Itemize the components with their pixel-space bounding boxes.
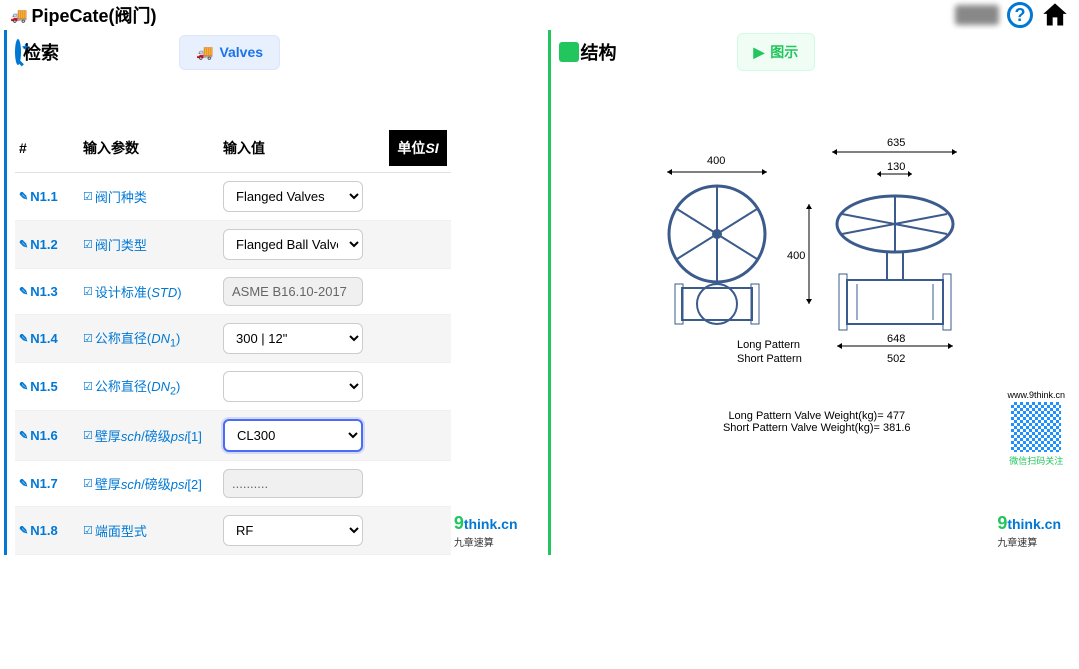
qr-url: www.9think.cn (1007, 390, 1065, 400)
structure-panel: 结构 ▶ 图示 400 635 130 400 (548, 30, 1076, 555)
col-unit[interactable]: 单位SI (389, 130, 447, 166)
row-value: Flanged Valves (223, 181, 447, 212)
edit-icon[interactable]: ✎ (19, 190, 28, 203)
search-panel: + 检索 🚚 Valves # 输入参数 输入值 单位SI ✎N1.1☑阀门种类… (4, 30, 532, 555)
select-N1.5[interactable] (223, 371, 363, 402)
check-icon: ☑ (83, 190, 93, 203)
table-row: ✎N1.3☑设计标准(STD) (15, 269, 451, 315)
select-N1.8[interactable]: RF (223, 515, 363, 546)
row-name: ☑公称直径(DN1) (83, 328, 223, 350)
row-name: ☑阀门种类 (83, 187, 223, 206)
param-table: # 输入参数 输入值 单位SI ✎N1.1☑阀门种类Flanged Valves… (15, 124, 451, 555)
select-N1.6[interactable]: CL300 (223, 419, 363, 452)
edit-icon[interactable]: ✎ (19, 285, 28, 298)
row-name: ☑壁厚sch/磅级psi[1] (83, 426, 223, 445)
check-icon: ☑ (83, 429, 93, 442)
row-id: ✎N1.2 (19, 237, 83, 252)
row-value: RF (223, 515, 447, 546)
truck-icon: 🚚 (196, 44, 213, 61)
truck-icon: 🚚 (10, 7, 27, 24)
row-id: ✎N1.8 (19, 523, 83, 538)
dim-400: 400 (707, 155, 725, 167)
col-id: # (19, 140, 83, 156)
row-name: ☑阀门类型 (83, 235, 223, 254)
row-name: ☑壁厚sch/磅级psi[2] (83, 474, 223, 493)
dim-130: 130 (887, 161, 905, 173)
search-panel-title: + 检索 (15, 39, 59, 65)
select-N1.2[interactable]: Flanged Ball Valve (223, 229, 363, 260)
page-title: 🚚 PipeCate(阀门) (10, 2, 156, 28)
row-name: ☑公称直径(DN2) (83, 376, 223, 398)
readonly-field (223, 469, 363, 498)
table-row: ✎N1.5☑公称直径(DN2) (15, 363, 451, 411)
row-name: ☑端面型式 (83, 521, 223, 540)
table-row: ✎N1.1☑阀门种类Flanged Valves (15, 173, 451, 221)
check-icon: ☑ (83, 238, 93, 251)
row-value (223, 371, 447, 402)
row-value (223, 277, 447, 306)
table-row: ✎N1.7☑壁厚sch/磅级psi[2] (15, 461, 451, 507)
check-icon: ☑ (83, 524, 93, 537)
qr-area: www.9think.cn 微信扫码关注 (1007, 390, 1065, 467)
row-name: ☑设计标准(STD) (83, 282, 223, 301)
row-value: 300 | 12" (223, 323, 447, 354)
tab-diagram[interactable]: ▶ 图示 (737, 33, 816, 71)
home-icon[interactable] (1041, 1, 1069, 29)
qr-code (1011, 402, 1061, 452)
table-row: ✎N1.2☑阀门类型Flanged Ball Valve (15, 221, 451, 269)
edit-icon[interactable]: ✎ (19, 524, 28, 537)
edit-icon[interactable]: ✎ (19, 429, 28, 442)
select-N1.4[interactable]: 300 | 12" (223, 323, 363, 354)
edit-icon[interactable]: ✎ (19, 238, 28, 251)
dim-648: 648 (887, 333, 905, 345)
edit-icon[interactable]: ✎ (19, 477, 28, 490)
row-id: ✎N1.7 (19, 476, 83, 491)
check-icon: ☑ (83, 285, 93, 298)
select-N1.1[interactable]: Flanged Valves (223, 181, 363, 212)
structure-panel-title: 结构 (559, 39, 617, 65)
table-header: # 输入参数 输入值 单位SI (15, 124, 451, 173)
blurred-item (955, 5, 999, 25)
weight-text: Long Pattern Valve Weight(kg)= 477 Short… (723, 410, 911, 434)
search-icon: + (15, 39, 21, 65)
check-icon: ☑ (83, 332, 93, 345)
tab-valves[interactable]: 🚚 Valves (179, 35, 280, 70)
footer-logo: 9think.cn 九章速算 (997, 513, 1061, 549)
dim-502: 502 (887, 353, 905, 365)
check-icon: ☑ (83, 477, 93, 490)
header-actions: ? (955, 1, 1069, 29)
edit-icon[interactable]: ✎ (19, 332, 28, 345)
valve-drawing: 400 635 130 400 (637, 134, 997, 394)
row-value (223, 469, 447, 498)
row-id: ✎N1.3 (19, 284, 83, 299)
edit-icon[interactable]: ✎ (19, 380, 28, 393)
row-value: CL300 (223, 419, 447, 452)
col-value: 输入值 (223, 138, 389, 158)
row-id: ✎N1.5 (19, 379, 83, 394)
row-id: ✎N1.1 (19, 189, 83, 204)
table-row: ✎N1.6☑壁厚sch/磅级psi[1]CL300 (15, 411, 451, 461)
row-id: ✎N1.4 (19, 331, 83, 346)
readonly-field (223, 277, 363, 306)
col-name: 输入参数 (83, 138, 223, 158)
footer-logo: 9think.cn 九章速算 (454, 513, 518, 549)
table-row: ✎N1.8☑端面型式RF (15, 507, 451, 555)
long-pattern-label: Long Pattern (737, 339, 800, 351)
valve-diagram: 400 635 130 400 (559, 114, 1076, 454)
check-icon: ☑ (83, 380, 93, 393)
export-icon: ▶ (754, 44, 765, 61)
structure-icon (559, 42, 579, 62)
dim-635: 635 (887, 137, 905, 149)
short-pattern-label: Short Pattern (737, 353, 802, 365)
row-value: Flanged Ball Valve (223, 229, 447, 260)
help-button[interactable]: ? (1007, 2, 1033, 28)
page-title-text: PipeCate(阀门) (31, 2, 156, 28)
dim-h400: 400 (787, 250, 805, 262)
top-header: 🚚 PipeCate(阀门) ? (0, 0, 1079, 30)
row-id: ✎N1.6 (19, 428, 83, 443)
qr-caption: 微信扫码关注 (1007, 454, 1065, 467)
table-row: ✎N1.4☑公称直径(DN1)300 | 12" (15, 315, 451, 363)
